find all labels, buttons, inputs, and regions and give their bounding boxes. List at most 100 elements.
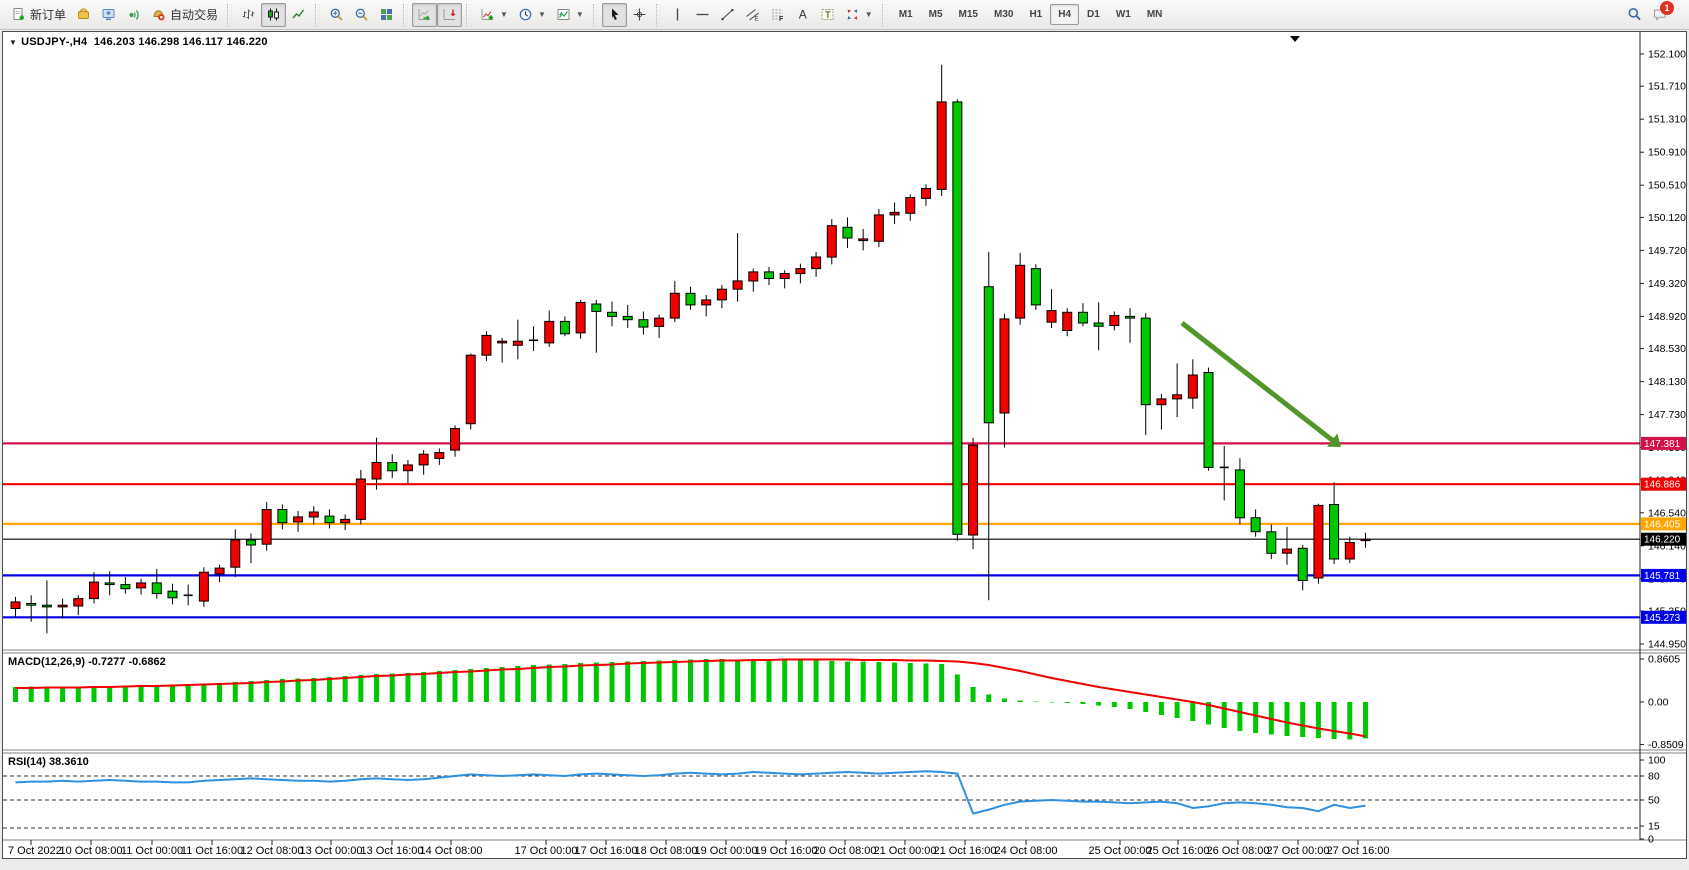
svg-text:146.220: 146.220 <box>1644 535 1681 546</box>
autotrading-button-label: 自动交易 <box>170 8 219 22</box>
bar-chart-button[interactable] <box>236 3 261 27</box>
arrows-button-dropdown-icon[interactable]: ▼ <box>864 10 873 19</box>
vertical-line-icon <box>670 7 685 22</box>
horizontal-line-button[interactable] <box>690 3 715 27</box>
svg-text:0: 0 <box>1648 834 1654 846</box>
ohlc-values: 146.203 146.298 146.117 146.220 <box>93 36 268 48</box>
indicators-icon <box>480 7 495 22</box>
market-watch-button[interactable] <box>71 3 96 27</box>
periods-button-dropdown-icon[interactable]: ▼ <box>537 10 546 19</box>
indicator-axis[interactable]: 0.8605 0.00 -0.8509 100 80 50 150 <box>1640 653 1684 846</box>
fibonacci-button[interactable]: F <box>765 3 790 27</box>
svg-text:146.886: 146.886 <box>1644 480 1681 491</box>
timeframe-d1[interactable]: D1 <box>1087 9 1100 20</box>
zoom-in-button[interactable] <box>324 3 349 27</box>
svg-text:146.405: 146.405 <box>1644 519 1681 530</box>
svg-text:148.530: 148.530 <box>1648 343 1686 355</box>
search-icon[interactable] <box>1627 7 1642 22</box>
candles-layer <box>10 64 1371 634</box>
timeframe-m5[interactable]: M5 <box>928 9 943 20</box>
svg-text:150.120: 150.120 <box>1648 212 1686 224</box>
pane-borders <box>3 32 1686 841</box>
svg-text:21 Oct 16:00: 21 Oct 16:00 <box>934 845 997 857</box>
zoom-out-button[interactable] <box>349 3 374 27</box>
svg-text:24 Oct 08:00: 24 Oct 08:00 <box>995 845 1058 857</box>
new-order-button-label: 新订单 <box>30 8 67 22</box>
fibonacci-icon: F <box>770 7 785 22</box>
svg-text:21 Oct 00:00: 21 Oct 00:00 <box>874 845 937 857</box>
channel-button[interactable]: E <box>740 3 765 27</box>
svg-text:147.381: 147.381 <box>1644 439 1681 450</box>
indicators-button[interactable]: ▼ <box>475 3 513 27</box>
svg-text:151.310: 151.310 <box>1648 114 1686 126</box>
crosshair-button[interactable] <box>627 3 652 27</box>
svg-text:144.950: 144.950 <box>1648 639 1686 651</box>
bar-chart-icon <box>241 7 256 22</box>
svg-text:17 Oct 00:00: 17 Oct 00:00 <box>515 845 578 857</box>
timeframe-m30[interactable]: M30 <box>993 9 1014 20</box>
cursor-icon <box>607 7 622 22</box>
svg-text:147.730: 147.730 <box>1648 409 1686 421</box>
timeframe-h1[interactable]: H1 <box>1029 9 1043 20</box>
new-order-button[interactable]: 新订单 <box>6 3 71 27</box>
svg-text:15: 15 <box>1648 821 1660 833</box>
templates-button-dropdown-icon[interactable]: ▼ <box>575 10 584 19</box>
toolbar-separator <box>227 3 233 26</box>
trendline-button[interactable] <box>715 3 740 27</box>
market-watch-icon <box>76 7 91 22</box>
svg-text:14 Oct 08:00: 14 Oct 08:00 <box>420 845 483 857</box>
svg-text:19 Oct 16:00: 19 Oct 16:00 <box>755 845 818 857</box>
timeframe-w1[interactable]: W1 <box>1115 9 1131 20</box>
line-chart-button[interactable] <box>286 3 311 27</box>
svg-text:149.720: 149.720 <box>1648 245 1686 257</box>
cursor-button[interactable] <box>601 2 627 27</box>
timeframe-mn[interactable]: MN <box>1146 9 1163 20</box>
toolbar-separator <box>403 3 409 26</box>
chart-shift-button[interactable] <box>437 2 463 27</box>
svg-text:11 Oct 00:00: 11 Oct 00:00 <box>121 845 183 857</box>
signals-icon <box>126 7 141 22</box>
timeframe-m15[interactable]: M15 <box>958 9 978 20</box>
chart-symbol-title: ▼ USDJPY-,H4 146.203 146.298 146.117 146.… <box>9 36 268 48</box>
toolbar-separator <box>655 3 661 26</box>
text-button[interactable]: A <box>790 3 815 27</box>
svg-text:13 Oct 00:00: 13 Oct 00:00 <box>300 845 363 857</box>
macd-indicator-label: MACD(12,26,9) -0.7277 -0.6862 <box>8 656 166 668</box>
chart-caption-arrow-icon[interactable]: ▼ <box>9 38 18 47</box>
timeframe-m1[interactable]: M1 <box>898 9 913 20</box>
chart-canvas[interactable]: 152.100 151.710 151.310 150.910 150.510 150.1… <box>3 32 1686 858</box>
price-axis[interactable]: 152.100 151.710 151.310 150.910 150.510 150.1… <box>1640 49 1686 651</box>
notifications-icon[interactable]: 1 <box>1652 1 1674 22</box>
svg-text:148.920: 148.920 <box>1648 311 1686 323</box>
channel-icon: E <box>745 7 760 22</box>
arrows-button[interactable]: ▼ <box>840 3 878 27</box>
signals-button[interactable] <box>121 3 146 27</box>
autotrading-button[interactable]: 自动交易 <box>146 3 223 27</box>
svg-text:13 Oct 16:00: 13 Oct 16:00 <box>361 845 424 857</box>
indicators-button-dropdown-icon[interactable]: ▼ <box>500 10 508 19</box>
rsi-pane <box>3 770 1640 829</box>
auto-scroll-button[interactable] <box>412 2 438 27</box>
rsi-indicator-label: RSI(14) 38.3610 <box>8 756 89 768</box>
tile-windows-button[interactable] <box>374 3 399 27</box>
vertical-line-button[interactable] <box>665 3 690 27</box>
svg-text:149.320: 149.320 <box>1648 278 1686 290</box>
svg-text:25 Oct 16:00: 25 Oct 16:00 <box>1147 845 1210 857</box>
candlestick-button[interactable] <box>261 2 287 27</box>
navigator-icon <box>101 7 116 22</box>
periods-button[interactable]: ▼ <box>513 3 551 27</box>
new-order-icon <box>11 7 26 22</box>
symbol-name: USDJPY-,H4 <box>21 36 88 48</box>
svg-text:150.510: 150.510 <box>1648 180 1686 192</box>
navigator-button[interactable] <box>96 3 121 27</box>
toolbar-separator <box>881 3 887 26</box>
text-label-button[interactable]: T <box>815 3 840 27</box>
chart-window[interactable]: ▼ USDJPY-,H4 146.203 146.298 146.117 146.… <box>2 31 1687 859</box>
timeframe-h4[interactable]: H4 <box>1050 4 1080 25</box>
templates-button[interactable]: ▼ <box>551 3 589 27</box>
toolbar-separator <box>466 3 472 26</box>
svg-text:148.130: 148.130 <box>1648 376 1686 388</box>
svg-text:E: E <box>754 17 758 23</box>
svg-text:146.540: 146.540 <box>1648 507 1686 519</box>
